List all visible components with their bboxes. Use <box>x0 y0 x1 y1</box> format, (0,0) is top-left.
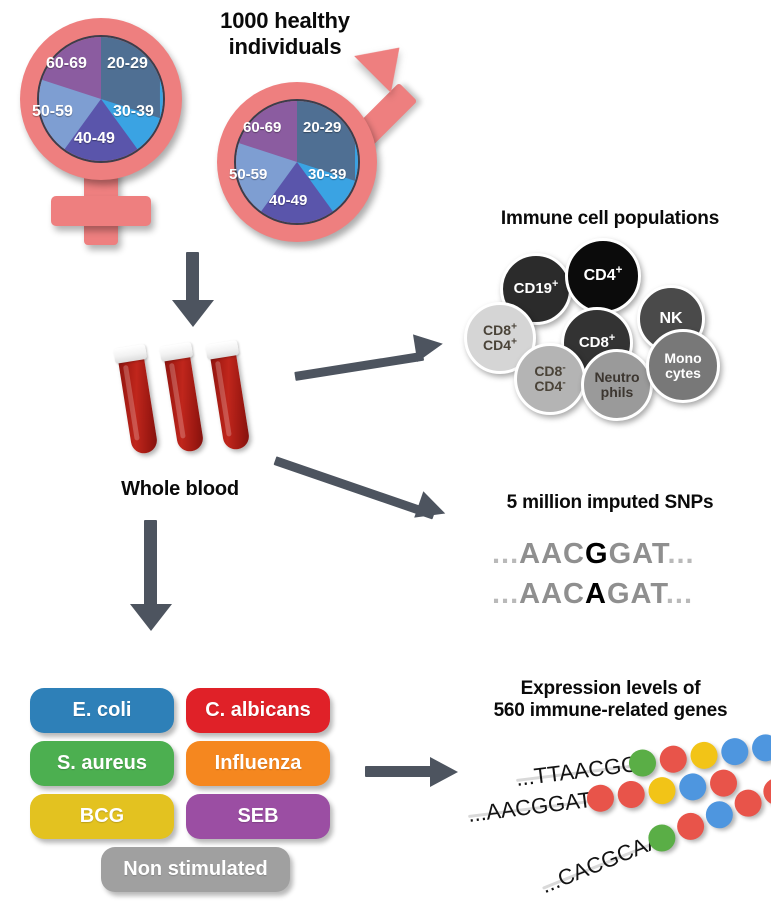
immune-cell-CD4: CD4+ <box>565 238 641 314</box>
snp-suffix: GAT <box>606 578 666 610</box>
immune-cell-Neutrophils: Neutro phils <box>581 349 653 421</box>
female-age-pie <box>37 35 165 163</box>
immune-cell-label: CD8- CD4- <box>534 362 566 394</box>
gene-title-line1: Expression levels of <box>520 678 701 699</box>
gene-bead <box>750 732 771 763</box>
stimulus-e-coli[interactable]: E. coli <box>30 688 174 733</box>
gene-bead <box>677 771 708 802</box>
whole-blood-tubes <box>110 339 270 470</box>
gene-bead <box>616 779 647 810</box>
snp-sequence-row-1: ...AACGGAT... <box>492 538 695 571</box>
immune-cell-label: CD8+ CD4+ <box>483 321 517 353</box>
stimulus-seb[interactable]: SEB <box>186 794 330 839</box>
cohort-title-line2: individuals <box>228 33 342 59</box>
male-pie-label-30-39: 30-39 <box>308 166 347 183</box>
male-pie-label-60-69: 60-69 <box>243 119 282 136</box>
gene-bead <box>658 744 689 775</box>
snp-lead-dots: ... <box>492 578 520 610</box>
snp-lead-dots: ... <box>492 538 520 570</box>
gene-bead <box>688 740 720 771</box>
immune-cell-Monocytes: Mono cytes <box>646 329 720 403</box>
stimulus-influenza[interactable]: Influenza <box>186 741 330 786</box>
stimulus-s-aureus[interactable]: S. aureus <box>30 741 174 786</box>
blood-tube-1 <box>113 343 166 462</box>
snp-variant-allele: A <box>585 578 607 610</box>
female-gender-symbol: 20-29 30-39 40-49 50-59 60-69 <box>10 10 210 245</box>
gene-bead <box>673 808 709 844</box>
snp-variant-allele: G <box>585 538 609 570</box>
immune-cell-label: Neutro phils <box>594 369 640 400</box>
male-gender-symbol: 20-29 30-39 40-49 50-59 60-69 <box>205 29 418 250</box>
blood-tube-3 <box>205 339 258 458</box>
female-pie-label-20-29: 20-29 <box>107 55 148 72</box>
stimulus-non-stimulated[interactable]: Non stimulated <box>101 847 290 892</box>
immune-cell-CD8neg-CD4neg: CD8- CD4- <box>514 343 586 415</box>
female-symbol-crossbar <box>51 196 151 226</box>
stimulus-bcg[interactable]: BCG <box>30 794 174 839</box>
cohort-title: 1000 healthy individuals <box>180 8 390 60</box>
immune-cell-label: CD4+ <box>583 264 623 284</box>
male-pie-label-40-49: 40-49 <box>269 192 308 209</box>
immune-cell-label: NK <box>659 309 683 327</box>
snps-title: 5 million imputed SNPs <box>506 492 714 513</box>
female-pie-label-50-59: 50-59 <box>32 103 73 120</box>
male-pie-label-20-29: 20-29 <box>303 119 342 136</box>
gene-bead <box>646 775 678 806</box>
blood-tube-2 <box>159 341 212 460</box>
female-pie-label-30-39: 30-39 <box>113 103 154 120</box>
immune-cell-label: CD8+ <box>578 332 616 352</box>
male-pie-label-50-59: 50-59 <box>229 166 268 183</box>
whole-blood-label: Whole blood <box>121 478 239 500</box>
immune-cells-title: Immune cell populations <box>500 208 720 229</box>
snp-trail-dots: ... <box>665 578 693 610</box>
stimulus-c-albicans[interactable]: C. albicans <box>186 688 330 733</box>
snp-prefix: AAC <box>519 578 586 610</box>
snp-sequence-row-2: ...AACAGAT... <box>492 578 693 611</box>
female-pie-label-40-49: 40-49 <box>74 130 115 147</box>
snp-prefix: AAC <box>519 538 586 570</box>
gene-bead <box>719 736 750 767</box>
gene-title-line2: 560 immune-related genes <box>493 700 728 722</box>
immune-cell-label: CD19+ <box>513 278 559 298</box>
gene-bead <box>701 797 737 833</box>
gene-expression-title: Expression levels of 560 immune-related … <box>450 678 771 723</box>
strand-sequence: ...CACGCAA <box>537 827 665 899</box>
male-age-pie <box>234 99 360 225</box>
immune-cell-label: Mono cytes <box>664 350 702 381</box>
snp-suffix: GAT <box>608 538 668 570</box>
strand-sequence: ...AACGGAT <box>466 786 593 827</box>
cohort-title-line1: 1000 healthy <box>220 8 350 33</box>
female-pie-label-60-69: 60-69 <box>46 55 87 72</box>
snp-trail-dots: ... <box>667 538 695 570</box>
